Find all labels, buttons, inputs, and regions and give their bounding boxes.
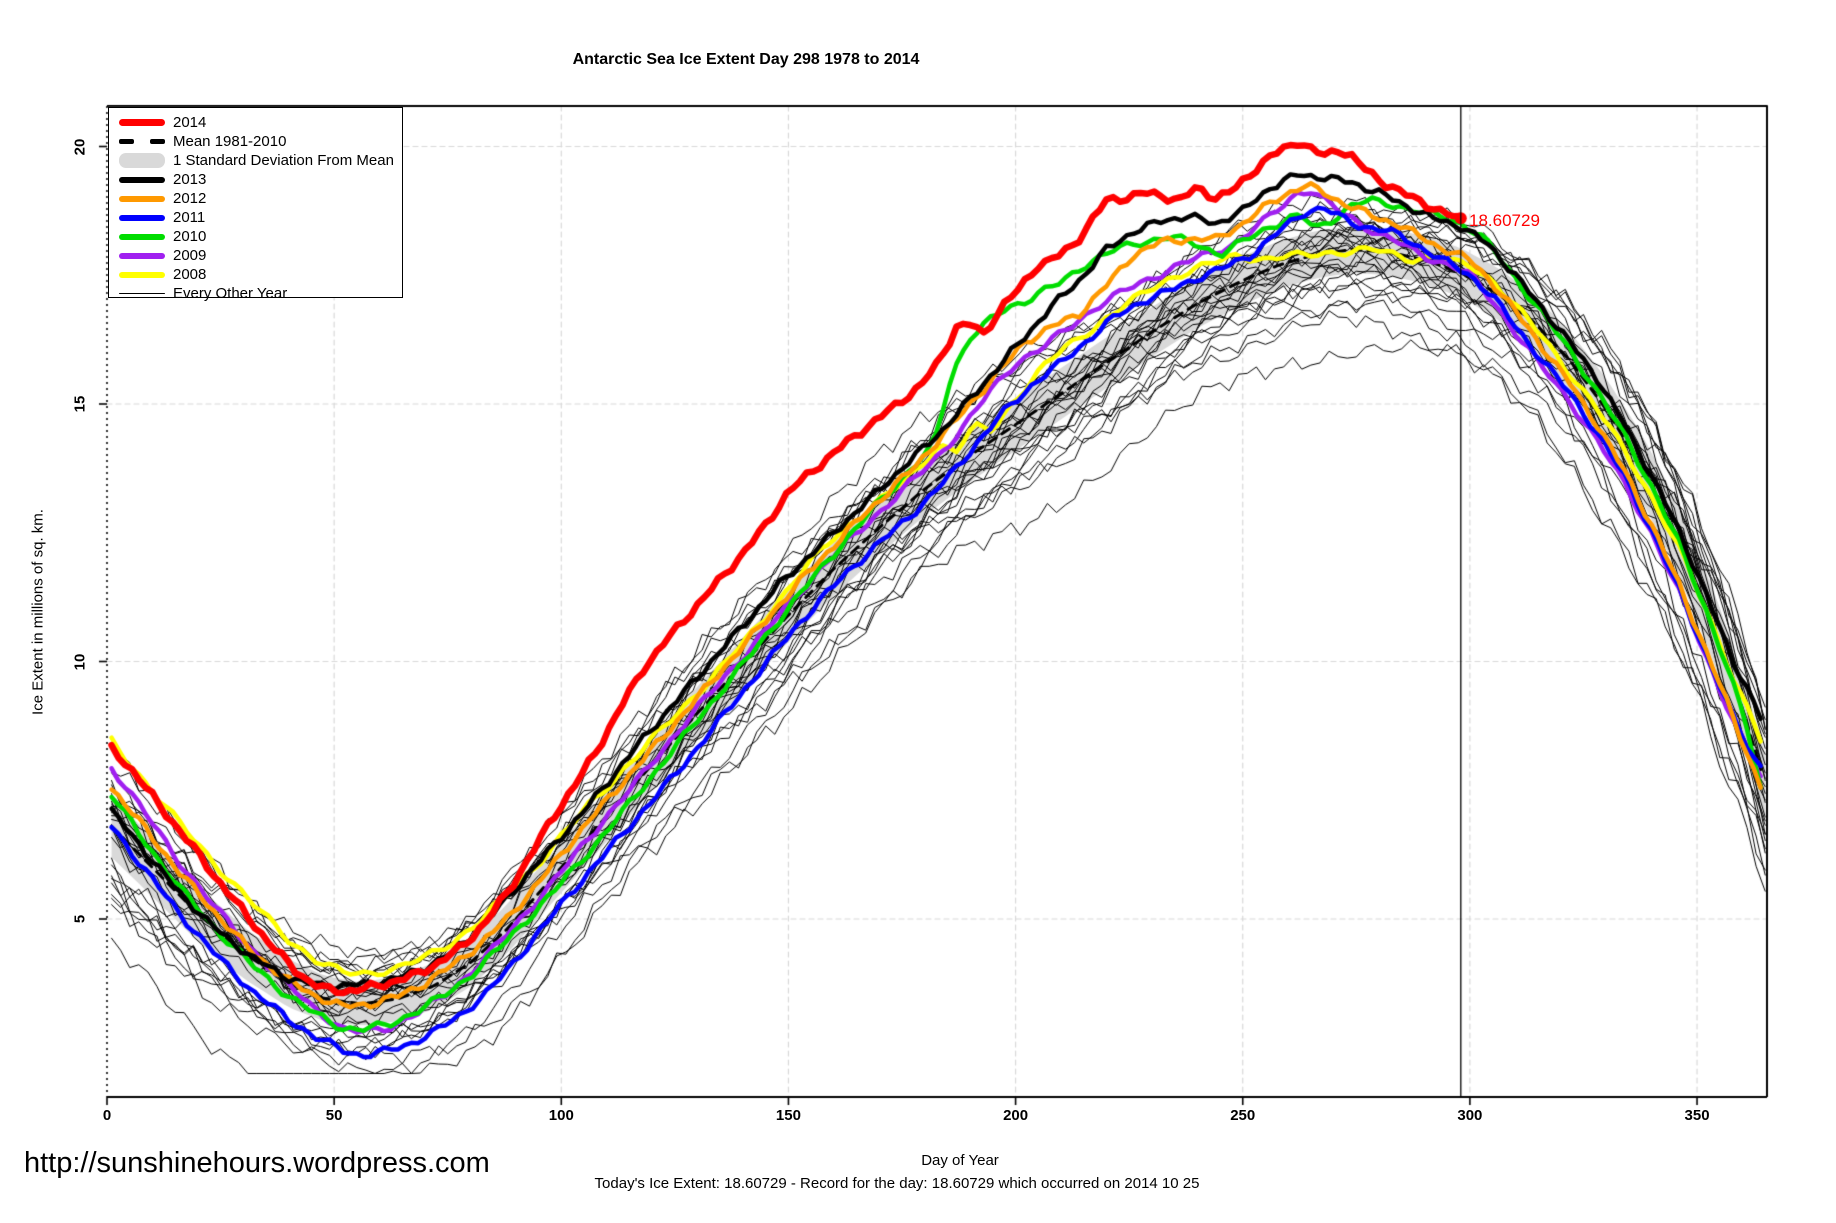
- legend-item-label: Mean 1981-2010: [173, 133, 287, 150]
- x-tick-label: 250: [1230, 1107, 1256, 1124]
- legend-item-label: 2011: [173, 209, 206, 226]
- legend-item: 2011: [109, 208, 402, 227]
- y-axis-title: Ice Extent in millions of sq. km.: [29, 509, 47, 715]
- legend-item: 2014: [109, 113, 402, 132]
- legend-item-label: 2010: [173, 228, 207, 245]
- x-tick-label: 50: [325, 1107, 343, 1124]
- footer-caption: Today's Ice Extent: 18.60729 - Record fo…: [594, 1175, 1200, 1192]
- legend-item-label: Every Other Year: [173, 285, 288, 302]
- legend-item-label: 2009: [173, 247, 207, 264]
- x-tick-label: 150: [775, 1107, 801, 1124]
- x-tick-label: 300: [1457, 1107, 1483, 1124]
- legend-item: 2012: [109, 189, 402, 208]
- y-tick-label: 5: [71, 914, 89, 924]
- legend-item-label: 2014: [173, 114, 207, 131]
- x-tick-label: 100: [548, 1107, 574, 1124]
- legend-thick-line-icon: [119, 195, 165, 202]
- y-tick-label: 20: [71, 138, 89, 155]
- y-tick-label: 15: [71, 395, 89, 413]
- legend-item-label: 2012: [173, 190, 207, 207]
- legend-thick-line-icon: [119, 119, 165, 126]
- chart-title: Antarctic Sea Ice Extent Day 298 1978 to…: [572, 51, 920, 68]
- legend-thick-line-icon: [119, 233, 165, 240]
- legend-item: 2009: [109, 246, 402, 265]
- legend-thick-line-icon: [119, 252, 165, 259]
- legend-thick-line-icon: [119, 176, 165, 183]
- x-tick-label: 200: [1003, 1107, 1029, 1124]
- legend-item-label: 2013: [173, 171, 207, 188]
- legend-item: Mean 1981-2010: [109, 132, 402, 151]
- x-axis-title: Day of Year: [921, 1152, 999, 1169]
- x-tick-label: 350: [1684, 1107, 1710, 1124]
- legend-thin-line-icon: [119, 293, 165, 294]
- legend-item: Every Other Year: [109, 284, 402, 303]
- legend-item-label: 2008: [173, 266, 207, 283]
- legend-item-label: 1 Standard Deviation From Mean: [173, 152, 394, 169]
- legend-item: 2010: [109, 227, 402, 246]
- legend-item: 1 Standard Deviation From Mean: [109, 151, 402, 170]
- x-tick-label: 0: [102, 1107, 112, 1124]
- watermark-url[interactable]: http://sunshinehours.wordpress.com: [24, 1147, 490, 1179]
- legend-thick-line-icon: [119, 271, 165, 278]
- legend-band-icon: [119, 153, 165, 168]
- legend-item: 2013: [109, 170, 402, 189]
- y-tick-label: 10: [71, 653, 89, 670]
- chart-legend: 2014 Mean 1981-2010 1 Standard Deviation F…: [108, 107, 403, 302]
- legend-item: 2008: [109, 265, 402, 284]
- legend-thick-line-icon: [119, 214, 165, 221]
- legend-dashed-line-icon: [119, 139, 165, 144]
- record-value-annotation: 18.60729: [1469, 211, 1540, 230]
